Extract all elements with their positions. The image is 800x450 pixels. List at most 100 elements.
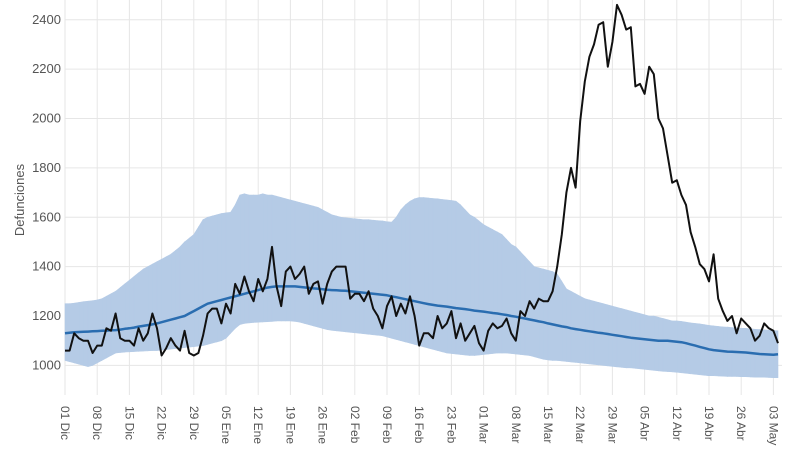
band-segment (253, 194, 259, 323)
x-tick-label: 05 Ene (219, 406, 233, 444)
band-segment (119, 283, 126, 353)
band-segment (165, 253, 172, 350)
band-segment (685, 321, 691, 375)
band-segment (363, 219, 369, 335)
band-segment (317, 206, 323, 329)
band-segment (193, 226, 199, 347)
band-segment (175, 246, 181, 349)
band-segment (441, 199, 448, 354)
x-tick-label: 26 Abr (734, 406, 748, 441)
band-segment (630, 310, 636, 369)
x-tick-label: 08 Mar (509, 406, 523, 443)
band-segment (211, 214, 218, 344)
band-segment (285, 198, 291, 322)
band-segment (418, 197, 425, 348)
band-segment (570, 290, 576, 363)
band-segment (188, 233, 195, 348)
band-segment (225, 211, 231, 339)
y-tick-label: 1200 (32, 308, 61, 323)
x-tick-label: 29 Mar (605, 406, 619, 443)
band-segment (349, 217, 356, 334)
band-segment (653, 315, 659, 372)
x-tick-label: 03 May (766, 406, 780, 445)
band-segment (501, 233, 507, 354)
band-segment (690, 322, 696, 375)
band-segment (161, 256, 167, 351)
band-segment (699, 323, 705, 376)
x-tick-label: 29 Dic (187, 406, 201, 440)
band-segment (386, 221, 392, 339)
y-tick-label: 1800 (32, 160, 61, 175)
y-tick-label: 2400 (32, 12, 61, 27)
x-tick-label: 01 Mar (477, 406, 491, 443)
band-segment (658, 316, 664, 372)
band-segment (520, 251, 526, 356)
band-segment (395, 208, 402, 342)
band-segment (492, 229, 498, 354)
band-segment (354, 218, 360, 334)
band-segment (248, 194, 254, 324)
band-segment (409, 198, 415, 345)
x-tick-label: 09 Feb (380, 406, 394, 444)
y-tick-label: 2000 (32, 111, 61, 126)
y-tick-label: 2200 (32, 61, 61, 76)
band-segment (78, 301, 84, 366)
x-tick-label: 15 Dic (122, 406, 136, 440)
band-segment (239, 193, 245, 326)
band-segment (561, 280, 567, 362)
band-segment (681, 321, 687, 374)
band-segment (391, 216, 397, 340)
band-segment (446, 199, 452, 354)
band-segment (644, 314, 650, 371)
y-tick-label: 1400 (32, 259, 61, 274)
band-segment (497, 231, 503, 354)
band-segment (372, 219, 379, 336)
x-tick-label: 12 Ene (251, 406, 265, 444)
x-tick-label: 12 Abr (670, 406, 684, 441)
band-segment (170, 249, 176, 350)
x-tick-label: 02 Feb (348, 406, 362, 444)
x-tick-label: 01 Dic (58, 406, 72, 440)
band-segment (648, 315, 655, 371)
y-axis-label: Defunciones (12, 163, 27, 236)
band-segment (322, 209, 328, 330)
band-segment (336, 215, 342, 332)
band-segment (487, 226, 494, 355)
band-segment (244, 193, 250, 324)
band-segment (671, 320, 678, 373)
band-segment (331, 214, 337, 332)
band-segment (92, 299, 98, 366)
band-segment (313, 205, 319, 328)
band-segment (405, 200, 411, 344)
band-segment (400, 204, 406, 343)
band-segment (299, 202, 305, 324)
band-segment (621, 308, 627, 369)
band-segment (234, 194, 241, 329)
band-segment (368, 219, 374, 336)
y-tick-label: 1000 (32, 357, 61, 372)
x-tick-label: 19 Ene (283, 406, 297, 444)
band-segment (566, 288, 572, 363)
band-segment (639, 313, 645, 370)
band-segment (556, 272, 563, 362)
band-segment (423, 197, 429, 349)
band-segment (308, 204, 314, 327)
x-tick-label: 26 Ene (316, 406, 330, 444)
band-segment (662, 318, 668, 372)
band-segment (147, 263, 153, 352)
band-segment (533, 266, 540, 359)
band-segment (428, 197, 434, 350)
band-segment (543, 268, 549, 361)
band-segment (106, 293, 112, 359)
band-segment (262, 193, 268, 323)
band-segment (207, 215, 213, 345)
x-tick-label: 05 Abr (638, 406, 652, 441)
band-segment (547, 269, 553, 361)
x-tick-label: 23 Feb (444, 406, 458, 444)
band-segment (294, 200, 300, 323)
series-line (64, 285, 779, 357)
x-tick-label: 22 Dic (155, 406, 169, 440)
band-segment (635, 311, 641, 370)
band-segment (538, 267, 544, 360)
